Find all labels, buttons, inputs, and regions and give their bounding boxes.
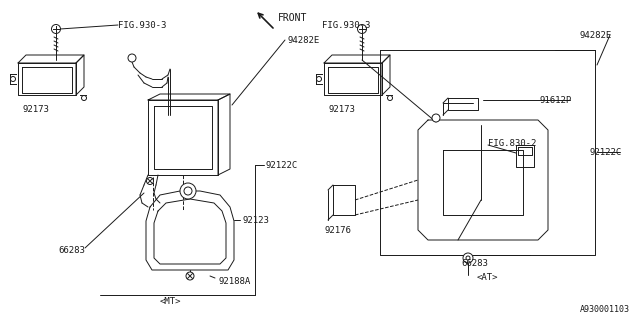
Circle shape bbox=[186, 272, 194, 280]
Text: 92173: 92173 bbox=[22, 105, 49, 114]
Text: 94282E: 94282E bbox=[580, 30, 612, 39]
Text: FRONT: FRONT bbox=[278, 13, 307, 23]
Text: 92122C: 92122C bbox=[265, 161, 297, 170]
Text: FIG.930-3: FIG.930-3 bbox=[118, 20, 166, 29]
Text: 92188A: 92188A bbox=[218, 276, 250, 285]
Circle shape bbox=[184, 187, 192, 195]
Text: 91612P: 91612P bbox=[540, 95, 572, 105]
Text: 92123: 92123 bbox=[242, 215, 269, 225]
Text: FIG.930-3: FIG.930-3 bbox=[322, 20, 371, 29]
Text: 92176: 92176 bbox=[324, 226, 351, 235]
Text: 92173: 92173 bbox=[328, 105, 355, 114]
Text: 94282E: 94282E bbox=[287, 36, 319, 44]
Text: <MT>: <MT> bbox=[159, 298, 180, 307]
Circle shape bbox=[317, 76, 321, 82]
Text: FIG.830-2: FIG.830-2 bbox=[488, 139, 536, 148]
Circle shape bbox=[10, 76, 15, 82]
Circle shape bbox=[387, 95, 392, 100]
Circle shape bbox=[432, 114, 440, 122]
Text: <AT>: <AT> bbox=[476, 273, 498, 282]
Text: 92122C: 92122C bbox=[589, 148, 622, 156]
Circle shape bbox=[463, 253, 473, 263]
Circle shape bbox=[81, 95, 86, 100]
Circle shape bbox=[147, 178, 154, 185]
Text: 66283: 66283 bbox=[58, 245, 85, 254]
Circle shape bbox=[358, 25, 367, 34]
Circle shape bbox=[180, 183, 196, 199]
Circle shape bbox=[128, 54, 136, 62]
Circle shape bbox=[466, 256, 470, 260]
Circle shape bbox=[51, 25, 61, 34]
Text: 66283: 66283 bbox=[461, 259, 488, 268]
Text: A930001103: A930001103 bbox=[580, 306, 630, 315]
